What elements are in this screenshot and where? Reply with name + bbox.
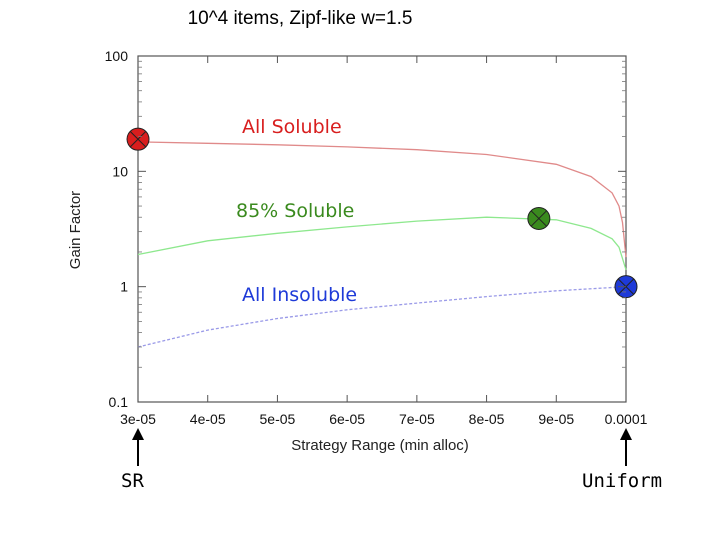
marker-85-soluble [527,206,551,230]
x-tick-label: 0.0001 [605,411,648,427]
x-axis-label: Strategy Range (min alloc) [291,437,469,454]
series-line-all-soluble [137,141,627,258]
arrow-uniform [620,428,632,466]
y-tick-label: 0.1 [109,394,129,410]
series-line-all-insoluble [137,286,627,348]
y-tick-label: 1 [120,279,128,295]
y-tick-label: 10 [112,163,128,179]
marker-all-soluble [126,127,150,151]
series-label-85-soluble: 85% Soluble [236,200,355,222]
x-tick-label: 7e-05 [399,411,435,427]
annotation-sr: SR [121,470,144,492]
x-tick-label: 9e-05 [538,411,574,427]
x-tick-label: 5e-05 [260,411,296,427]
x-tick-label: 4e-05 [190,411,226,427]
arrow-sr [132,428,144,466]
x-tick-label: 8e-05 [469,411,505,427]
series-line-85-soluble [137,216,627,270]
plot-area [137,55,627,403]
series-label-all-soluble: All Soluble [242,116,342,138]
y-tick-label: 100 [105,48,129,64]
chart-title: 10^4 items, Zipf-like w=1.5 [187,8,413,29]
series-label-all-insoluble: All Insoluble [242,284,358,306]
x-tick-label: 3e-05 [120,411,156,427]
annotation-uniform: Uniform [582,470,663,492]
y-axis-label: Gain Factor [67,191,84,269]
x-tick-label: 6e-05 [329,411,365,427]
